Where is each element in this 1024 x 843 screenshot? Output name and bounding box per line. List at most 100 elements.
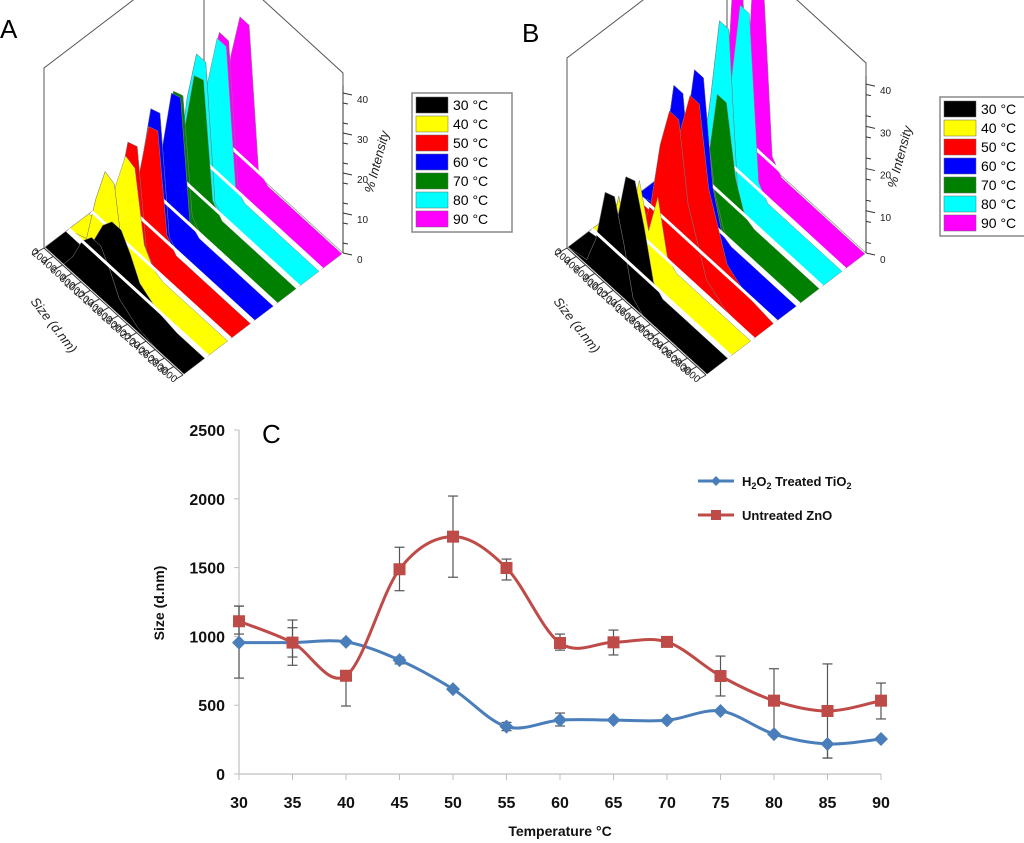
intensity-tick-label: 20 bbox=[880, 171, 892, 182]
x-axis-title: Temperature °C bbox=[508, 823, 611, 839]
size-tick bbox=[578, 264, 586, 270]
size-tick bbox=[120, 323, 128, 329]
intensity-minor-tick bbox=[865, 178, 872, 181]
legend-label: 80 °C bbox=[453, 192, 488, 208]
legend-label: 40 °C bbox=[453, 116, 488, 132]
size-tick bbox=[46, 256, 54, 261]
intensity-tick-label: 30 bbox=[880, 128, 892, 139]
size-tick bbox=[587, 272, 596, 278]
intensity-minor-tick bbox=[865, 220, 872, 223]
legend-swatch bbox=[415, 96, 449, 114]
intensity-minor-tick bbox=[342, 122, 349, 125]
size-tick bbox=[36, 247, 45, 253]
x-tick-label: 55 bbox=[498, 795, 516, 812]
data-point-diamond bbox=[392, 653, 407, 668]
data-point-diamond bbox=[874, 732, 888, 747]
data-point-diamond bbox=[446, 682, 460, 697]
series-line-tio2 bbox=[238, 639, 882, 746]
size-axis-title: Size (d.nm) bbox=[28, 294, 81, 356]
size-axis-line bbox=[566, 247, 707, 376]
size-tick bbox=[166, 366, 174, 371]
data-point-diamond bbox=[606, 713, 621, 728]
data-point-diamond bbox=[232, 635, 246, 650]
y-tick-label: 2000 bbox=[189, 492, 225, 509]
intensity-minor-tick bbox=[342, 222, 349, 225]
legend-swatch bbox=[415, 210, 449, 228]
intensity-minor-tick bbox=[865, 199, 872, 202]
legend-swatch bbox=[415, 191, 449, 209]
data-point-square bbox=[768, 694, 780, 707]
panel-c-line-chart: C Size (d.nm) Temperature °C 0 500 1000 150… bbox=[151, 419, 890, 839]
y-tick-label: 1000 bbox=[189, 629, 225, 646]
legend-label: H2O2 Treated TiO2 bbox=[742, 474, 851, 491]
legend-swatch bbox=[943, 214, 977, 232]
intensity-tick-label: 0 bbox=[880, 255, 886, 266]
x-tick-label: 40 bbox=[337, 795, 355, 812]
size-tick bbox=[698, 374, 707, 380]
x-tick-label: 60 bbox=[551, 795, 569, 812]
data-point-square bbox=[286, 636, 299, 649]
y-tick-label: 2500 bbox=[189, 423, 225, 440]
panel-c-label: C bbox=[262, 419, 281, 449]
legend-label: 70 °C bbox=[453, 173, 488, 189]
intensity-tick-label: 0 bbox=[357, 255, 363, 266]
size-tick bbox=[569, 256, 577, 261]
data-point-diamond bbox=[553, 713, 567, 728]
size-tick bbox=[661, 340, 670, 346]
intensity-tick-label: 40 bbox=[880, 86, 892, 97]
data-point-square bbox=[821, 704, 834, 717]
x-tick-label: 85 bbox=[819, 795, 837, 812]
data-point-diamond bbox=[660, 713, 674, 728]
size-tick bbox=[138, 340, 147, 346]
y-tick-label: 1500 bbox=[189, 561, 225, 578]
intensity-minor-tick bbox=[342, 142, 349, 145]
legend-text-part: Untreated ZnO bbox=[742, 508, 832, 523]
size-tick bbox=[92, 298, 100, 304]
size-tick bbox=[110, 315, 119, 321]
y-tick-label: 500 bbox=[198, 698, 225, 715]
legend-label: 90 °C bbox=[981, 215, 1016, 231]
intensity-minor-tick bbox=[865, 115, 872, 118]
legend-label: 60 °C bbox=[453, 154, 488, 170]
intensity-minor-tick bbox=[342, 182, 349, 185]
legend-label: 40 °C bbox=[981, 120, 1016, 136]
intensity-tick bbox=[342, 172, 353, 176]
size-axis-line bbox=[43, 247, 184, 376]
intensity-tick bbox=[865, 210, 876, 214]
intensity-tick-label: 30 bbox=[357, 135, 369, 146]
intensity-tick bbox=[865, 125, 876, 129]
size-tick bbox=[55, 264, 63, 270]
legend-label: 50 °C bbox=[453, 135, 488, 151]
legend-swatch bbox=[943, 138, 977, 156]
x-tick-label: 50 bbox=[444, 795, 462, 812]
ribbon-30c bbox=[567, 176, 732, 375]
size-tick bbox=[615, 298, 623, 304]
x-tick-label: 90 bbox=[872, 795, 890, 812]
size-tick bbox=[643, 323, 651, 329]
legend-swatch bbox=[415, 153, 449, 171]
intensity-tick bbox=[865, 252, 876, 256]
panel-b-label: B bbox=[522, 18, 539, 48]
panel-a-3d-chart: A 02004006008001000120014001600180020002… bbox=[0, 0, 513, 386]
legend-swatch bbox=[415, 134, 449, 152]
legend-swatch bbox=[415, 115, 449, 133]
intensity-tick-label: 10 bbox=[357, 215, 369, 226]
legend-label: 80 °C bbox=[981, 196, 1016, 212]
data-point-square bbox=[875, 694, 887, 707]
size-tick bbox=[101, 306, 110, 312]
y-tick-label: 0 bbox=[216, 767, 225, 784]
legend-swatch bbox=[415, 172, 449, 190]
legend-text-part: O bbox=[756, 474, 766, 489]
legend-label: 60 °C bbox=[981, 158, 1016, 174]
legend-label: 90 °C bbox=[453, 211, 488, 227]
size-tick bbox=[624, 306, 633, 312]
data-point-square bbox=[340, 669, 352, 682]
intensity-tick-label: 20 bbox=[357, 175, 369, 186]
data-point-square bbox=[393, 563, 406, 576]
legend-marker-square bbox=[711, 510, 721, 520]
legend-text-part: Treated TiO bbox=[772, 474, 847, 489]
intensity-tick-label: 40 bbox=[357, 95, 369, 106]
data-point-diamond bbox=[767, 727, 781, 742]
size-tick bbox=[689, 366, 697, 371]
size-tick-label: 0 bbox=[552, 246, 564, 258]
